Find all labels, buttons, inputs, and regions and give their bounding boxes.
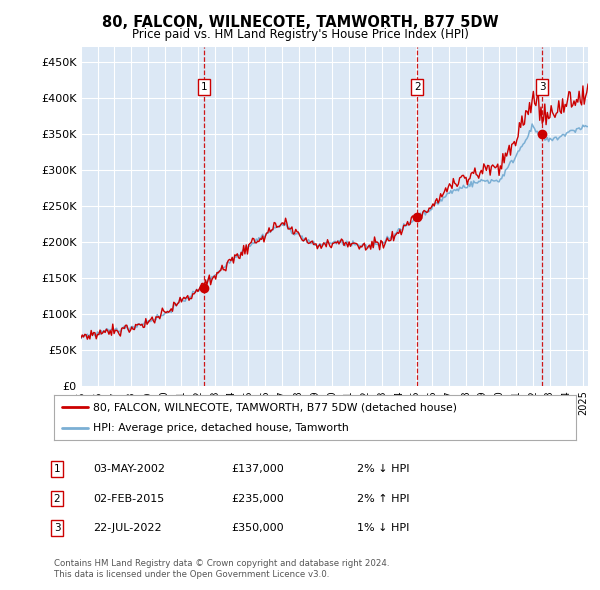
Text: 03-MAY-2002: 03-MAY-2002 bbox=[93, 464, 165, 474]
Text: This data is licensed under the Open Government Licence v3.0.: This data is licensed under the Open Gov… bbox=[54, 571, 329, 579]
Text: 2% ↑ HPI: 2% ↑ HPI bbox=[357, 494, 409, 503]
Text: Contains HM Land Registry data © Crown copyright and database right 2024.: Contains HM Land Registry data © Crown c… bbox=[54, 559, 389, 568]
Text: 1: 1 bbox=[53, 464, 61, 474]
Text: £235,000: £235,000 bbox=[231, 494, 284, 503]
Text: 3: 3 bbox=[539, 82, 545, 92]
Text: 80, FALCON, WILNECOTE, TAMWORTH, B77 5DW: 80, FALCON, WILNECOTE, TAMWORTH, B77 5DW bbox=[101, 15, 499, 30]
Text: Price paid vs. HM Land Registry's House Price Index (HPI): Price paid vs. HM Land Registry's House … bbox=[131, 28, 469, 41]
Text: 1% ↓ HPI: 1% ↓ HPI bbox=[357, 523, 409, 533]
Text: 2: 2 bbox=[53, 494, 61, 503]
Text: 02-FEB-2015: 02-FEB-2015 bbox=[93, 494, 164, 503]
Text: £137,000: £137,000 bbox=[231, 464, 284, 474]
Text: 80, FALCON, WILNECOTE, TAMWORTH, B77 5DW (detached house): 80, FALCON, WILNECOTE, TAMWORTH, B77 5DW… bbox=[93, 402, 457, 412]
Text: 3: 3 bbox=[53, 523, 61, 533]
Text: 1: 1 bbox=[200, 82, 207, 92]
Text: HPI: Average price, detached house, Tamworth: HPI: Average price, detached house, Tamw… bbox=[93, 422, 349, 432]
Text: 22-JUL-2022: 22-JUL-2022 bbox=[93, 523, 161, 533]
Text: 2: 2 bbox=[414, 82, 421, 92]
Text: 2% ↓ HPI: 2% ↓ HPI bbox=[357, 464, 409, 474]
Text: £350,000: £350,000 bbox=[231, 523, 284, 533]
